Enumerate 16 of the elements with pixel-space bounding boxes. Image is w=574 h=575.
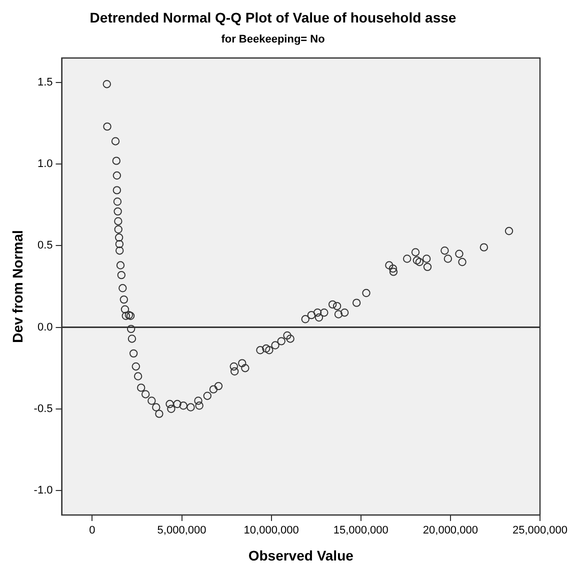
y-tick-label: -1.0 xyxy=(34,484,53,497)
x-tick-label: 0 xyxy=(89,524,96,537)
chart-subtitle: for Beekeeping= No xyxy=(221,33,326,46)
x-tick-label: 15,000,000 xyxy=(333,524,388,537)
x-tick-label: 20,000,000 xyxy=(422,524,478,537)
y-tick-label: 1.5 xyxy=(37,76,53,89)
x-tick-label: 10,000,000 xyxy=(244,524,299,537)
y-tick-label: 0.5 xyxy=(37,240,53,252)
y-tick-label: 0.0 xyxy=(37,321,53,334)
chart-title: Detrended Normal Q-Q Plot of Value of household asse xyxy=(90,9,456,26)
y-axis-title: Dev from Normal xyxy=(9,230,26,343)
x-tick-label: 5,000,000 xyxy=(157,524,206,537)
y-tick-label: -0.5 xyxy=(34,402,53,415)
y-tick-label: 1.0 xyxy=(37,158,53,170)
x-axis-title: Observed Value xyxy=(248,547,354,564)
x-tick-label: 25,000,000 xyxy=(512,524,568,537)
